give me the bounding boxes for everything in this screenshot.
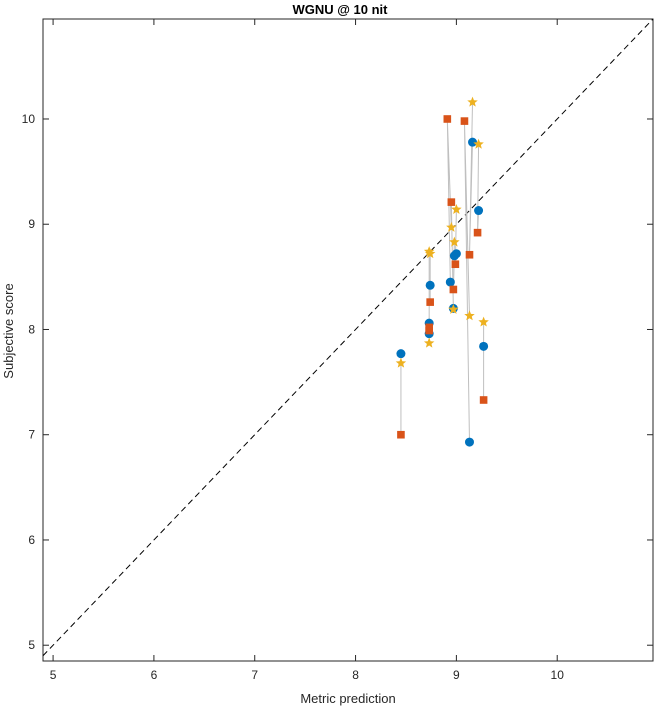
y-tick-label: 9 bbox=[28, 217, 35, 231]
y-axis-ticks: 5 6 7 8 9 10 bbox=[22, 112, 653, 652]
y-tick-label: 7 bbox=[28, 428, 35, 442]
connector-lines bbox=[400, 102, 485, 443]
square-marker bbox=[425, 323, 433, 332]
circle-marker bbox=[445, 277, 455, 287]
square-marker bbox=[397, 430, 405, 439]
circle-marker bbox=[468, 137, 478, 147]
circle-marker bbox=[425, 280, 435, 290]
square-marker bbox=[426, 298, 434, 306]
square-marker bbox=[473, 228, 482, 237]
y-tick-label: 10 bbox=[22, 112, 36, 126]
y-tick-label: 8 bbox=[28, 322, 35, 336]
square-marker bbox=[460, 117, 469, 125]
x-axis-label: Metric prediction bbox=[300, 691, 395, 706]
plot-frame bbox=[42, 18, 654, 662]
star-marker bbox=[448, 303, 459, 314]
y-tick-label: 5 bbox=[28, 638, 35, 652]
star-marker bbox=[424, 248, 436, 259]
connector-line bbox=[468, 102, 474, 255]
identity-reference-line bbox=[42, 18, 654, 657]
chart-title: WGNU @ 10 nit bbox=[292, 2, 388, 17]
connector-line bbox=[477, 144, 480, 233]
x-tick-label: 6 bbox=[151, 668, 158, 682]
star-marker bbox=[446, 221, 457, 232]
star-marker bbox=[464, 310, 475, 321]
star-marker bbox=[395, 357, 407, 368]
circle-marker bbox=[451, 249, 461, 259]
x-axis-ticks: 5 6 7 8 9 10 bbox=[50, 19, 564, 682]
star-marker bbox=[467, 96, 478, 107]
circle-marker bbox=[479, 341, 489, 351]
circle-marker bbox=[396, 349, 406, 359]
square-marker bbox=[449, 285, 458, 294]
star-marker bbox=[473, 138, 484, 149]
connector-line bbox=[463, 121, 470, 443]
square-marker bbox=[465, 250, 474, 259]
data-markers bbox=[395, 96, 489, 447]
square-marker bbox=[451, 260, 460, 269]
y-tick-label: 6 bbox=[28, 533, 35, 547]
square-marker bbox=[443, 115, 452, 123]
x-tick-label: 8 bbox=[352, 668, 359, 682]
square-marker bbox=[447, 198, 456, 206]
star-marker bbox=[478, 316, 489, 327]
y-axis-label: Subjective score bbox=[1, 283, 16, 378]
star-marker bbox=[449, 236, 460, 247]
square-marker bbox=[479, 396, 488, 404]
circle-marker bbox=[464, 437, 474, 447]
star-marker bbox=[451, 204, 462, 214]
x-tick-label: 10 bbox=[551, 668, 565, 682]
star-marker bbox=[423, 337, 435, 348]
circle-marker bbox=[474, 206, 484, 216]
x-tick-label: 5 bbox=[50, 668, 57, 682]
x-tick-label: 9 bbox=[453, 668, 460, 682]
x-tick-label: 7 bbox=[251, 668, 258, 682]
